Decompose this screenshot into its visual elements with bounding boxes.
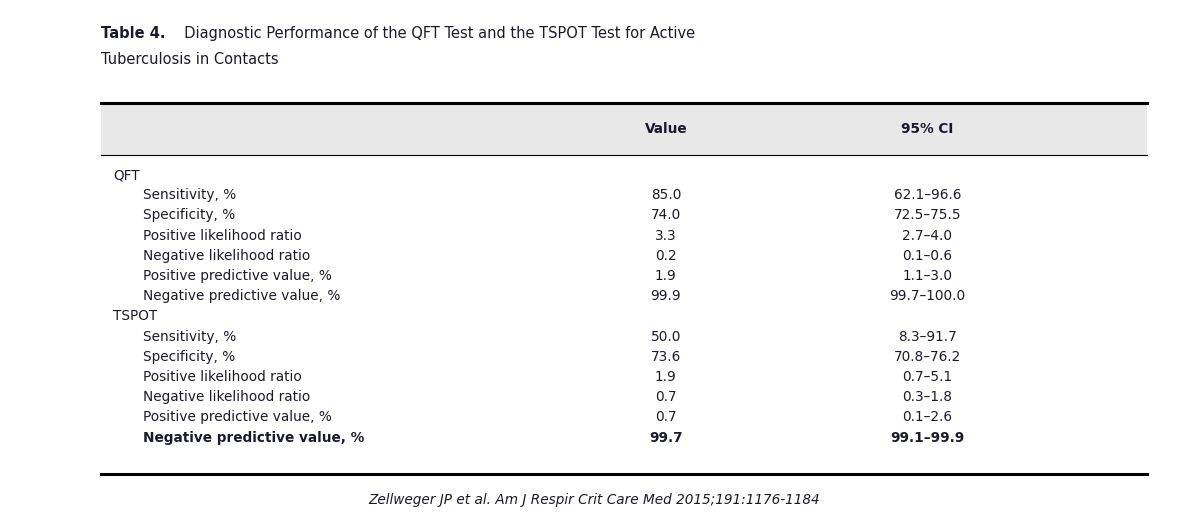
Text: 70.8–76.2: 70.8–76.2: [894, 350, 961, 364]
Text: 8.3–91.7: 8.3–91.7: [898, 330, 957, 344]
Text: 62.1–96.6: 62.1–96.6: [894, 188, 961, 202]
Text: 0.3–1.8: 0.3–1.8: [902, 390, 952, 404]
Text: Tuberculosis in Contacts: Tuberculosis in Contacts: [101, 52, 278, 66]
Text: 0.2: 0.2: [655, 249, 677, 263]
Text: 99.9: 99.9: [650, 289, 681, 303]
Text: Table 4.: Table 4.: [101, 26, 165, 41]
Text: Sensitivity, %: Sensitivity, %: [143, 188, 235, 202]
Text: Specificity, %: Specificity, %: [143, 209, 235, 222]
Text: 99.7–100.0: 99.7–100.0: [889, 289, 965, 303]
Text: 2.7–4.0: 2.7–4.0: [902, 229, 952, 243]
Text: 99.1–99.9: 99.1–99.9: [891, 431, 964, 444]
Text: 1.1–3.0: 1.1–3.0: [902, 269, 952, 283]
Text: 0.7–5.1: 0.7–5.1: [902, 370, 952, 384]
Text: 1.9: 1.9: [655, 269, 677, 283]
Text: 74.0: 74.0: [650, 209, 681, 222]
Text: 95% CI: 95% CI: [901, 122, 954, 136]
Text: 3.3: 3.3: [655, 229, 677, 243]
Text: 85.0: 85.0: [650, 188, 681, 202]
Text: Specificity, %: Specificity, %: [143, 350, 235, 364]
Text: 72.5–75.5: 72.5–75.5: [894, 209, 961, 222]
Text: Negative likelihood ratio: Negative likelihood ratio: [143, 249, 310, 263]
Text: 73.6: 73.6: [650, 350, 681, 364]
Text: Value: Value: [644, 122, 687, 136]
Text: QFT: QFT: [113, 168, 139, 182]
Text: Negative predictive value, %: Negative predictive value, %: [143, 289, 340, 303]
Text: Positive likelihood ratio: Positive likelihood ratio: [143, 370, 302, 384]
Text: 1.9: 1.9: [655, 370, 677, 384]
Text: Positive likelihood ratio: Positive likelihood ratio: [143, 229, 302, 243]
Text: 50.0: 50.0: [650, 330, 681, 344]
Text: Positive predictive value, %: Positive predictive value, %: [143, 269, 332, 283]
Text: 0.7: 0.7: [655, 410, 677, 424]
Text: 0.1–0.6: 0.1–0.6: [902, 249, 952, 263]
Text: 0.1–2.6: 0.1–2.6: [902, 410, 952, 424]
Text: Zellweger JP et al. Am J Respir Crit Care Med 2015;191:1176-1184: Zellweger JP et al. Am J Respir Crit Car…: [369, 492, 820, 507]
Text: Negative predictive value, %: Negative predictive value, %: [143, 431, 364, 444]
Text: Sensitivity, %: Sensitivity, %: [143, 330, 235, 344]
Text: Diagnostic Performance of the QFT Test and the TSPOT Test for Active: Diagnostic Performance of the QFT Test a…: [175, 26, 694, 41]
Text: Negative likelihood ratio: Negative likelihood ratio: [143, 390, 310, 404]
Text: TSPOT: TSPOT: [113, 310, 157, 323]
Text: 99.7: 99.7: [649, 431, 682, 444]
Text: 0.7: 0.7: [655, 390, 677, 404]
Text: Positive predictive value, %: Positive predictive value, %: [143, 410, 332, 424]
